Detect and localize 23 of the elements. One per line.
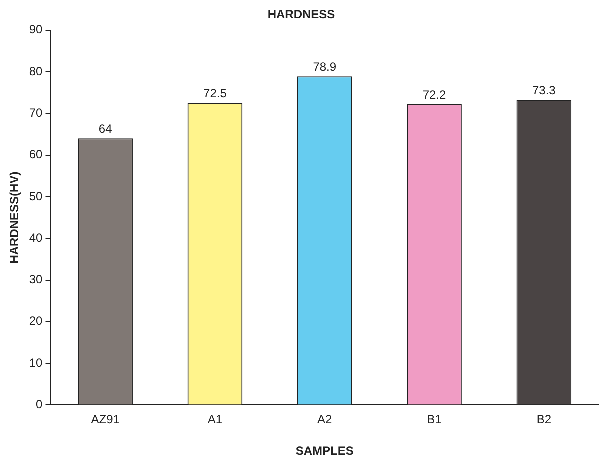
y-axis-title: HARDNESS(HV) xyxy=(8,172,22,264)
y-tick-label: 20 xyxy=(29,314,44,328)
data-label: 64 xyxy=(98,122,113,136)
y-tick-label: 40 xyxy=(29,230,44,245)
chart-title: HARDNESS xyxy=(268,8,336,22)
y-tick-label: 70 xyxy=(29,106,44,120)
y-tick-label: 90 xyxy=(29,22,44,37)
x-tick-label: B2 xyxy=(536,412,552,427)
y-tick-label: 0 xyxy=(36,398,44,412)
y-tick-label: 30 xyxy=(29,272,44,287)
y-tick-label: 50 xyxy=(29,189,44,204)
y-tick-label: 60 xyxy=(29,148,44,162)
y-tick-label: 10 xyxy=(29,356,44,370)
data-label: 72.2 xyxy=(422,88,447,102)
x-tick-label: AZ91 xyxy=(91,412,120,427)
x-axis-title: SAMPLES xyxy=(296,444,354,458)
data-label: 72.5 xyxy=(204,86,228,101)
x-tick-label: B1 xyxy=(427,412,442,427)
x-tick-label: A2 xyxy=(318,412,333,427)
x-tick-label: A1 xyxy=(208,412,223,427)
data-label: 73.3 xyxy=(532,83,556,98)
data-label: 78.9 xyxy=(313,60,337,74)
y-tick-label: 80 xyxy=(29,64,44,78)
